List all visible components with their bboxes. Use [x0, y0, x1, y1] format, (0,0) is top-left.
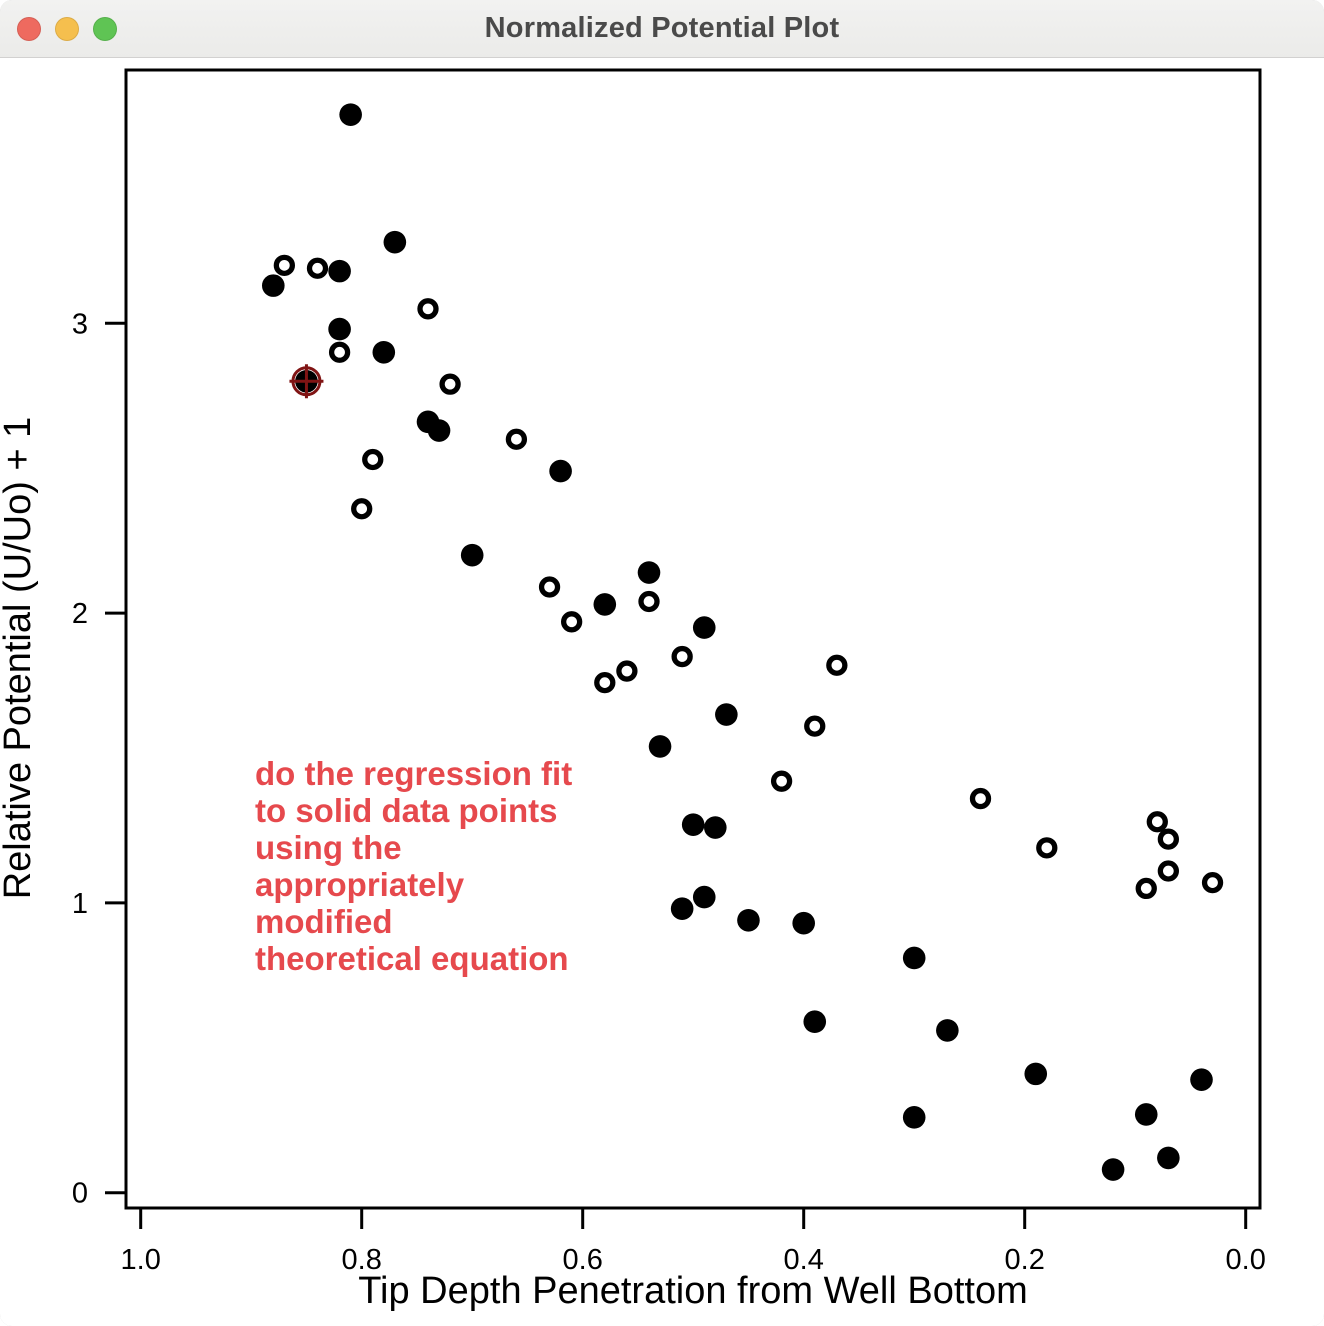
data-point-open	[417, 298, 439, 320]
data-point-solid	[262, 274, 285, 297]
data-point-solid	[692, 616, 716, 639]
data-point-solid	[936, 1019, 959, 1042]
data-point-open	[328, 341, 351, 363]
data-point-solid	[339, 103, 362, 126]
data-point-solid	[1157, 1146, 1180, 1170]
data-point-solid	[328, 259, 351, 283]
data-point-open	[306, 257, 329, 279]
data-point-solid	[1134, 1103, 1158, 1126]
data-point-open	[770, 770, 793, 792]
data-point-solid	[902, 1106, 926, 1129]
data-point-open	[638, 590, 660, 613]
annotation-line: modified	[255, 903, 393, 940]
data-point-open	[969, 787, 992, 810]
x-axis-tick-label: 0.2	[1005, 1244, 1045, 1276]
data-point-solid	[902, 946, 926, 970]
data-point-open	[1201, 871, 1224, 894]
data-point-solid	[704, 816, 727, 839]
zoom-button[interactable]	[93, 16, 117, 41]
data-point-open	[616, 660, 638, 682]
data-point-solid	[681, 813, 705, 836]
x-axis-tick-label: 1.0	[121, 1244, 161, 1276]
minimize-button[interactable]	[55, 16, 79, 41]
data-point-solid	[1024, 1062, 1048, 1086]
scatter-plot: 1.0 0.8 0.6 0.4 0.2 0.0 0 1 2 3 Tip Depth Penetrat…	[0, 68, 1266, 1312]
data-point-solid	[648, 735, 672, 758]
data-point-open	[505, 428, 528, 450]
annotation-line: using the	[255, 829, 402, 866]
y-axis-title: Relative Potential (U/Uo) + 1	[0, 417, 39, 900]
y-axis-tick-label: 1	[72, 888, 88, 920]
x-axis-tick-label: 0.8	[342, 1244, 382, 1276]
data-point-open	[439, 373, 461, 395]
y-axis-tick-label: 2	[72, 598, 88, 630]
annotation-line: theoretical equation	[255, 940, 569, 977]
data-point-open	[1146, 811, 1168, 833]
data-point-solid	[549, 459, 572, 483]
annotation-line: appropriately	[255, 866, 465, 903]
data-point-solid	[792, 911, 815, 935]
data-point-solid	[460, 543, 484, 567]
data-point-open	[594, 672, 616, 694]
data-point-open	[273, 254, 296, 276]
y-axis-tick-label: 0	[72, 1178, 88, 1210]
data-point-open	[804, 715, 826, 737]
data-point-open	[671, 645, 693, 668]
data-point-solid	[670, 897, 694, 920]
x-axis-tick-label: 0.0	[1226, 1244, 1266, 1276]
data-point-open	[1157, 828, 1179, 850]
data-point-open	[1036, 837, 1058, 859]
data-point-solid	[803, 1010, 827, 1034]
annotation-text: do the regression fit to solid data point…	[255, 755, 572, 977]
window-titlebar: Normalized Potential Plot	[0, 0, 1324, 58]
annotation-line: to solid data points	[255, 792, 558, 829]
x-axis-tick-label: 0.6	[563, 1244, 603, 1276]
plot-area: 1.0 0.8 0.6 0.4 0.2 0.0 0 1 2 3 Tip Depth Penetrat…	[0, 58, 1324, 1326]
data-point-open	[561, 611, 583, 633]
y-axis-tick-label: 3	[72, 308, 88, 340]
data-point-solid	[1101, 1158, 1125, 1181]
traffic-lights	[17, 0, 117, 57]
data-point-open	[1135, 877, 1157, 900]
data-point-solid	[692, 885, 716, 909]
data-point-open	[826, 654, 848, 676]
annotation-line: do the regression fit	[255, 755, 573, 792]
data-point-open	[362, 448, 384, 471]
data-point-solid	[372, 340, 396, 364]
data-point-solid	[1190, 1068, 1213, 1091]
data-point-solid	[593, 593, 617, 616]
close-button[interactable]	[17, 16, 41, 41]
data-point-open	[1157, 860, 1179, 882]
data-point-open	[538, 576, 561, 598]
data-point-solid	[637, 561, 661, 584]
data-point-solid	[383, 230, 407, 254]
window-title: Normalized Potential Plot	[484, 12, 840, 44]
data-point-solid	[737, 908, 760, 932]
x-axis-tick-label: 0.4	[784, 1244, 824, 1276]
data-point-solid	[427, 419, 451, 442]
plot-frame	[124, 68, 1262, 1210]
data-point-solid	[328, 317, 351, 341]
data-point-open	[351, 498, 373, 520]
data-point-solid	[715, 703, 738, 726]
x-axis-title: Tip Depth Penetration from Well Bottom	[358, 1270, 1028, 1312]
